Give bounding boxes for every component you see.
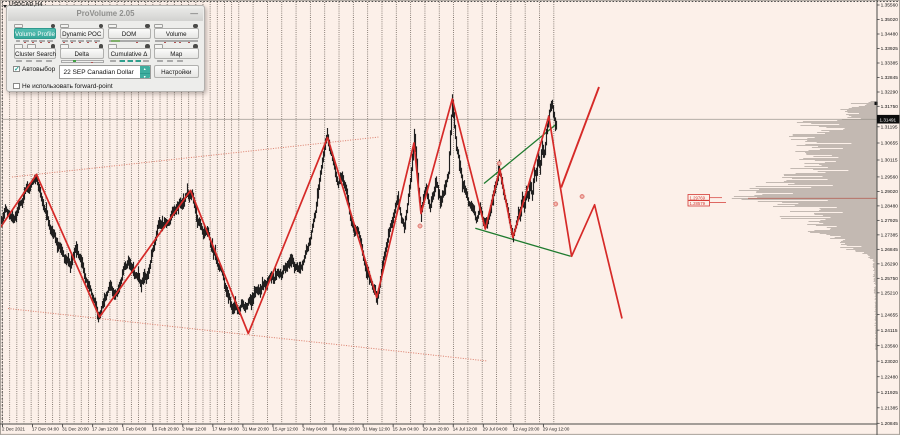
svg-text:15 Apr 12:00: 15 Apr 12:00 — [272, 426, 298, 431]
svg-text:1.30655: 1.30655 — [881, 141, 899, 147]
svg-text:1.31750: 1.31750 — [881, 104, 899, 110]
svg-text:1.28480: 1.28480 — [881, 204, 899, 210]
svg-text:14 Jul 12:00: 14 Jul 12:00 — [453, 426, 478, 431]
svg-text:1.32290: 1.32290 — [881, 90, 899, 96]
svg-text:1.27925: 1.27925 — [881, 218, 899, 224]
svg-text:1.28579: 1.28579 — [690, 201, 706, 206]
svg-text:1.33925: 1.33925 — [881, 46, 899, 52]
svg-text:15 Jun 04:00: 15 Jun 04:00 — [393, 426, 420, 431]
svg-text:1 Feb 04:00: 1 Feb 04:00 — [122, 426, 147, 431]
svg-text:1.34480: 1.34480 — [881, 32, 899, 38]
svg-text:16 May 20:00: 16 May 20:00 — [333, 426, 361, 431]
svg-text:1.29020: 1.29020 — [881, 189, 899, 195]
svg-text:1.26290: 1.26290 — [881, 262, 899, 268]
svg-text:1.35560: 1.35560 — [881, 3, 899, 9]
svg-text:1.26845: 1.26845 — [881, 247, 899, 253]
svg-text:29 Aug 12:00: 29 Aug 12:00 — [543, 426, 570, 431]
svg-text:31 Dec 20:00: 31 Dec 20:00 — [62, 426, 89, 431]
svg-text:1.29560: 1.29560 — [881, 175, 899, 181]
svg-text:17 Jan 12:00: 17 Jan 12:00 — [92, 426, 119, 431]
svg-text:1.24655: 1.24655 — [881, 312, 899, 318]
svg-text:1.25210: 1.25210 — [881, 291, 899, 297]
svg-text:1.20845: 1.20845 — [881, 421, 899, 427]
svg-text:1.21925: 1.21925 — [881, 390, 899, 396]
svg-text:1.31195: 1.31195 — [881, 125, 898, 131]
svg-text:2 Dec 2021: 2 Dec 2021 — [2, 426, 26, 431]
svg-text:29 Jun 20:00: 29 Jun 20:00 — [423, 426, 450, 431]
svg-text:31 Mar 20:00: 31 Mar 20:00 — [242, 426, 269, 431]
svg-text:1.29769: 1.29769 — [690, 196, 706, 201]
svg-text:31 May 12:00: 31 May 12:00 — [363, 426, 391, 431]
svg-text:1.22480: 1.22480 — [881, 374, 899, 380]
svg-text:29 Jul 04:00: 29 Jul 04:00 — [483, 426, 508, 431]
svg-text:1.23560: 1.23560 — [881, 343, 899, 349]
svg-text:1.25750: 1.25750 — [881, 276, 899, 282]
svg-text:1.23020: 1.23020 — [881, 359, 899, 365]
svg-text:2 May 04:00: 2 May 04:00 — [303, 426, 328, 431]
svg-text:1.24115: 1.24115 — [881, 328, 898, 334]
svg-text:1.27385: 1.27385 — [881, 233, 899, 239]
svg-text:12 Aug 20:00: 12 Aug 20:00 — [513, 426, 540, 431]
svg-text:2 Mar 12:00: 2 Mar 12:00 — [182, 426, 207, 431]
svg-text:17 Dec 04:00: 17 Dec 04:00 — [32, 426, 59, 431]
svg-text:1.35020: 1.35020 — [881, 17, 899, 23]
svg-text:1.33385: 1.33385 — [881, 61, 899, 67]
svg-text:1.30115: 1.30115 — [881, 158, 898, 164]
svg-text:1.32845: 1.32845 — [881, 75, 899, 81]
svg-text:1.21385: 1.21385 — [881, 405, 899, 411]
svg-text:1.31491: 1.31491 — [880, 117, 897, 122]
svg-text:15 Feb 20:00: 15 Feb 20:00 — [152, 426, 179, 431]
svg-text:17 Mar 04:00: 17 Mar 04:00 — [212, 426, 239, 431]
